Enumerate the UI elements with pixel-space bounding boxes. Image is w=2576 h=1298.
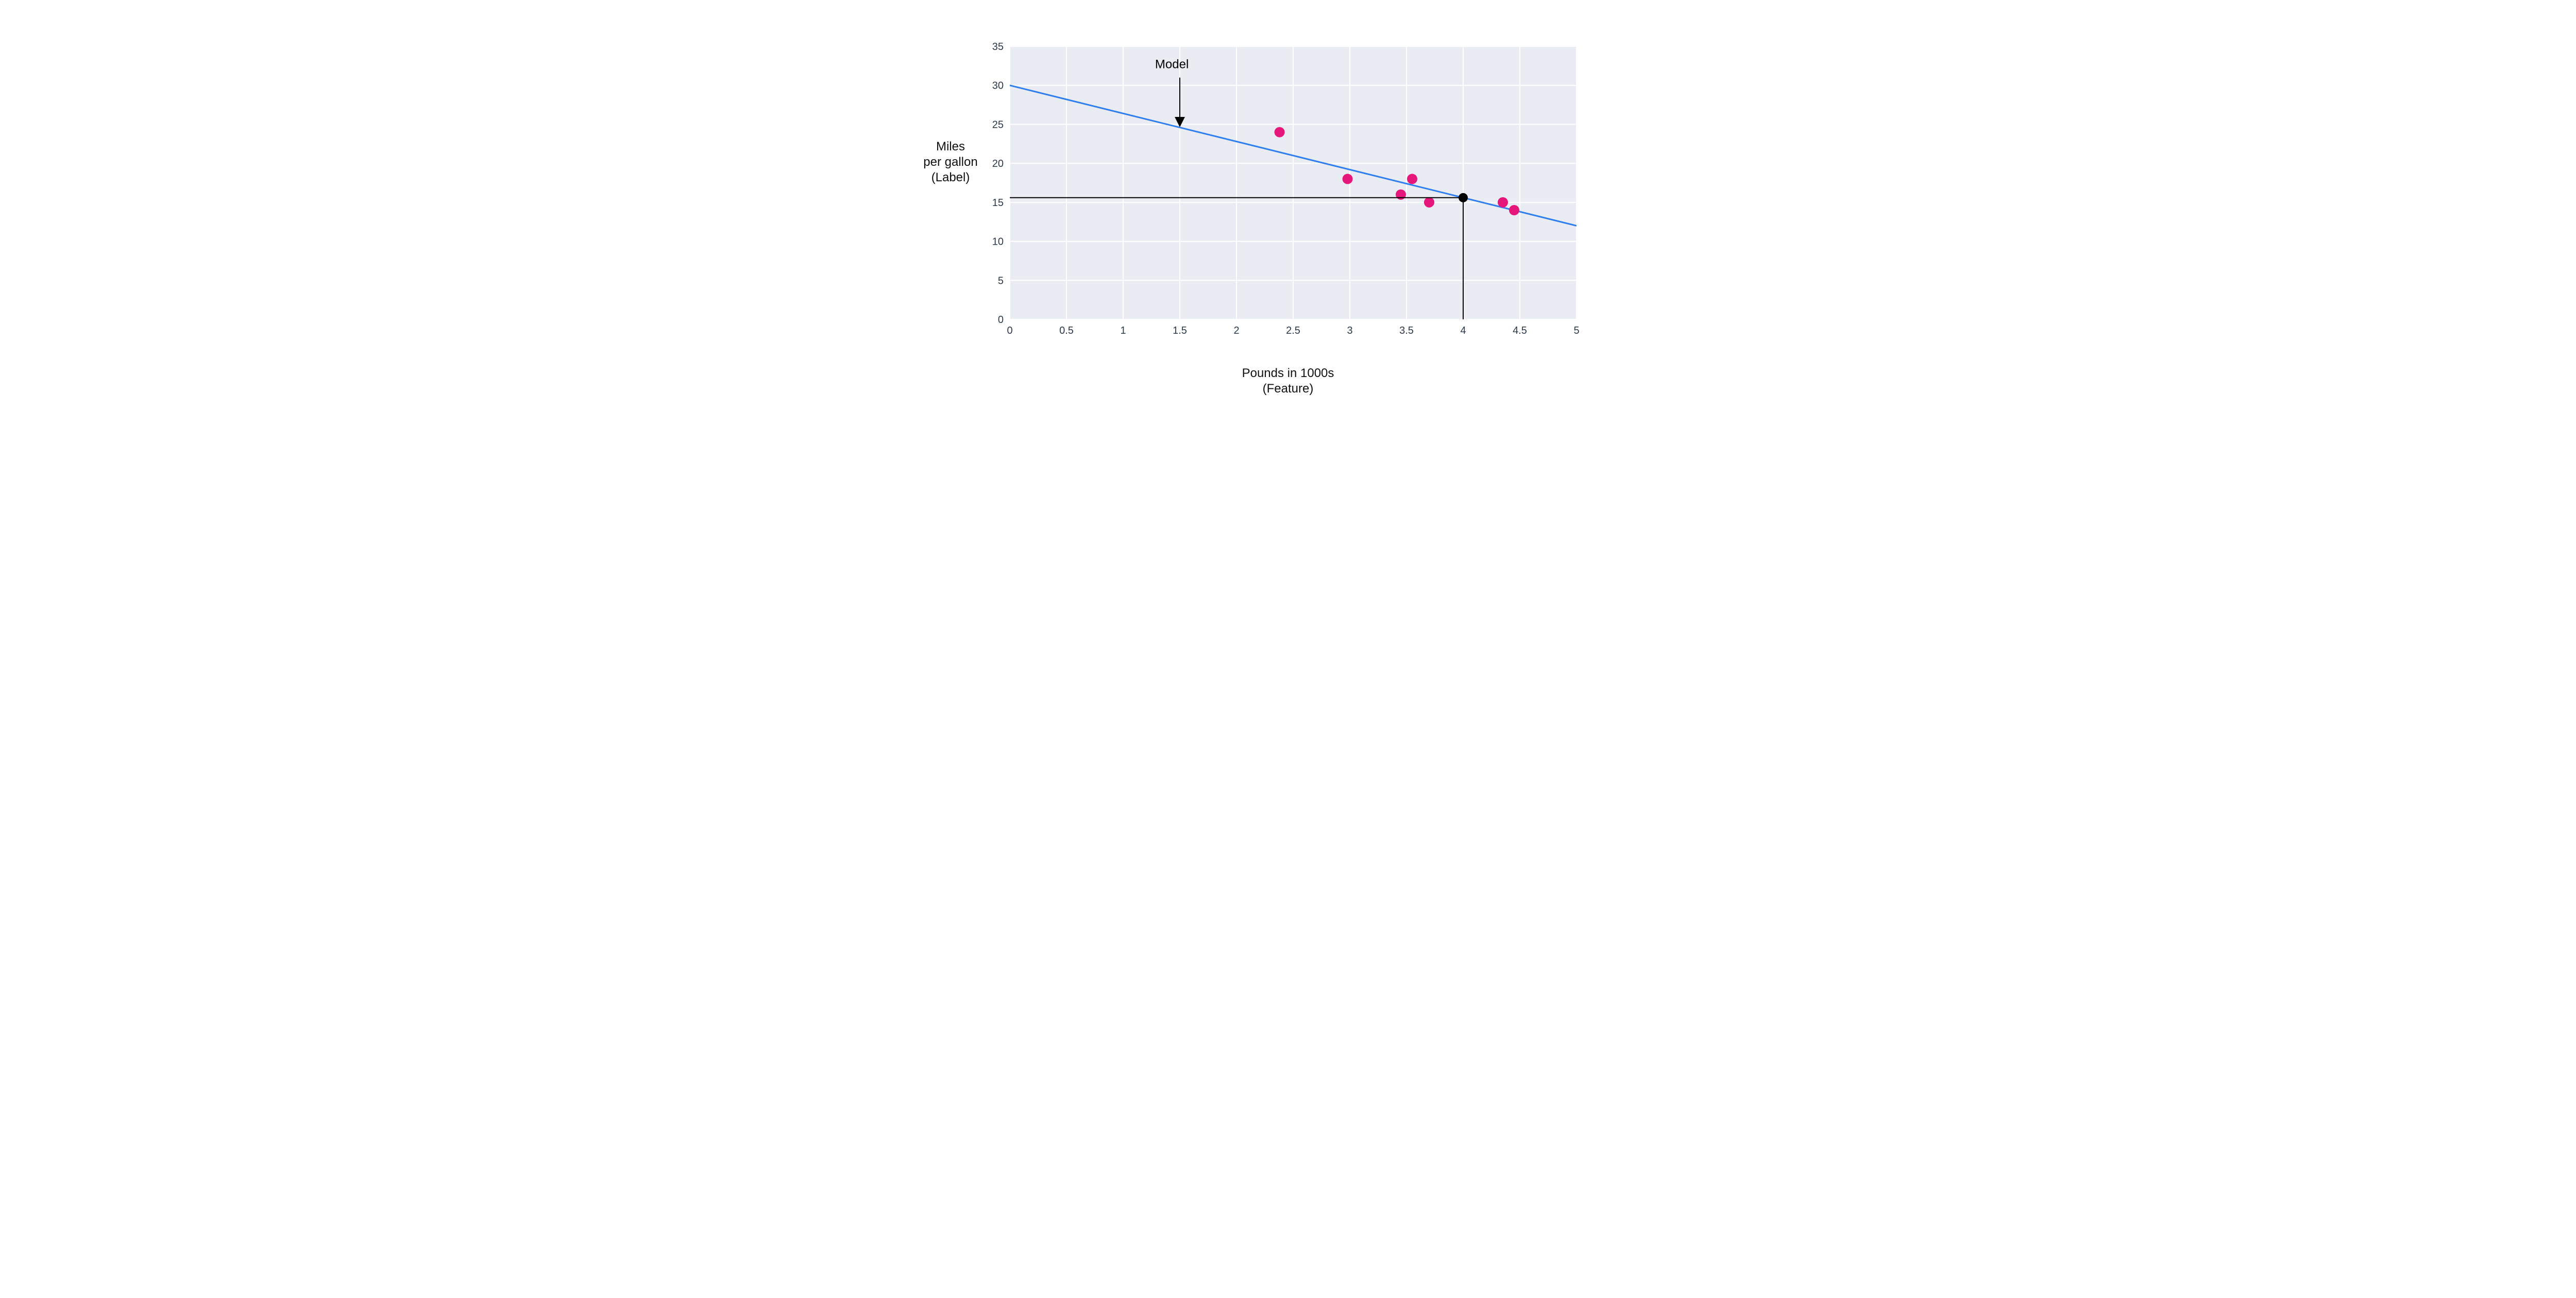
scatter-point	[1407, 174, 1417, 184]
x-ticks: 0 0.5 1 1.5 2 2.5 3 3.5 4 4.5 5	[1007, 325, 1579, 336]
y-tick-label: 5	[998, 275, 1004, 286]
scatter-point	[1424, 197, 1434, 208]
scatter-point	[1275, 127, 1285, 138]
scatter-point	[1509, 205, 1519, 215]
scatter-point	[1343, 174, 1353, 184]
x-tick-label: 0.5	[1059, 325, 1074, 336]
x-tick-label: 1	[1120, 325, 1126, 336]
x-tick-label: 1.5	[1173, 325, 1187, 336]
chart-svg: 00.511.522.533.544.55 05101520253035 Mod…	[896, 10, 1680, 361]
x-tick-label: 3	[1347, 325, 1352, 336]
x-axis-label: Pounds in 1000s (Feature)	[896, 366, 1680, 397]
y-axis-label: Miles per gallon (Label)	[907, 139, 994, 185]
x-tick-label: 2	[1233, 325, 1239, 336]
y-axis-label-line3: (Label)	[931, 170, 970, 184]
prediction-dot	[1459, 193, 1468, 202]
y-tick-label: 25	[992, 119, 1004, 130]
x-tick-label: 4.5	[1513, 325, 1527, 336]
x-axis-label-line1: Pounds in 1000s	[1242, 366, 1334, 380]
y-axis-label-line2: per gallon	[923, 155, 977, 169]
y-axis-label-line1: Miles	[936, 140, 965, 153]
y-tick-label: 35	[992, 41, 1004, 53]
x-tick-label: 5	[1573, 325, 1579, 336]
x-axis-label-line2: (Feature)	[1263, 382, 1314, 396]
y-tick-label: 15	[992, 197, 1004, 209]
chart-container: Miles per gallon (Label) 0 0.5 1 1.5 2 2.5 3 3.…	[896, 10, 1680, 402]
y-tick-label: 30	[992, 80, 1004, 92]
model-annotation-text: Model	[1155, 57, 1189, 71]
y-tick-label: 0	[998, 314, 1004, 326]
x-tick-label: 0	[1007, 325, 1012, 336]
scatter-point	[1498, 197, 1508, 208]
x-tick-label: 3.5	[1399, 325, 1414, 336]
x-tick-label: 4	[1460, 325, 1466, 336]
y-tick-label: 10	[992, 236, 1004, 248]
x-tick-label: 2.5	[1286, 325, 1300, 336]
